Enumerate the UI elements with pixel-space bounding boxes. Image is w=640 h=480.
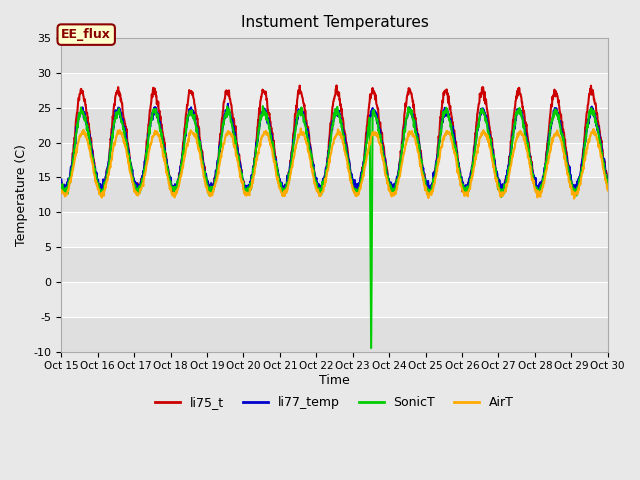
Bar <box>61 212 608 247</box>
li77_temp <box>100 182 108 188</box>
li77_temp <box>301 119 308 125</box>
Line: li77_temp: li77_temp <box>61 104 608 192</box>
AirT <box>301 134 308 140</box>
Text: EE_flux: EE_flux <box>61 28 111 41</box>
li75_t <box>100 186 108 192</box>
Bar <box>61 317 608 351</box>
AirT <box>570 196 578 202</box>
li75_t <box>122 124 130 130</box>
SonicT <box>369 108 377 114</box>
li77_temp <box>290 136 298 142</box>
Bar <box>61 178 608 212</box>
Bar <box>61 108 608 143</box>
SonicT <box>301 121 308 127</box>
X-axis label: Time: Time <box>319 374 350 387</box>
li77_temp <box>122 131 130 136</box>
Bar <box>61 247 608 282</box>
SonicT <box>122 138 130 144</box>
AirT <box>122 144 130 150</box>
Legend: li75_t, li77_temp, SonicT, AirT: li75_t, li77_temp, SonicT, AirT <box>150 391 519 414</box>
SonicT <box>367 345 375 351</box>
AirT <box>297 126 305 132</box>
AirT <box>311 180 319 186</box>
SonicT <box>604 184 612 190</box>
Line: SonicT: SonicT <box>61 106 608 348</box>
li75_t <box>301 102 308 108</box>
li75_t <box>58 180 65 185</box>
li77_temp <box>224 101 232 107</box>
SonicT <box>311 176 319 181</box>
Bar <box>61 143 608 178</box>
AirT <box>58 187 65 193</box>
li77_temp <box>58 177 65 182</box>
SonicT <box>259 103 267 109</box>
li75_t <box>369 89 377 95</box>
SonicT <box>58 186 65 192</box>
Bar <box>61 38 608 73</box>
li75_t <box>604 179 612 185</box>
Bar <box>61 282 608 317</box>
Line: li75_t: li75_t <box>61 85 608 195</box>
li75_t <box>333 83 340 88</box>
Line: AirT: AirT <box>61 129 608 199</box>
SonicT <box>100 186 108 192</box>
li77_temp <box>604 179 612 184</box>
li77_temp <box>311 173 319 179</box>
Y-axis label: Temperature (C): Temperature (C) <box>15 144 28 246</box>
AirT <box>604 188 612 193</box>
li77_temp <box>369 105 376 111</box>
li75_t <box>316 192 323 198</box>
SonicT <box>290 141 298 146</box>
li75_t <box>310 169 318 175</box>
AirT <box>369 132 376 138</box>
Bar <box>61 73 608 108</box>
li75_t <box>289 132 297 138</box>
Title: Instument Temperatures: Instument Temperatures <box>241 15 428 30</box>
li77_temp <box>461 189 468 195</box>
AirT <box>289 157 297 163</box>
AirT <box>100 188 108 194</box>
